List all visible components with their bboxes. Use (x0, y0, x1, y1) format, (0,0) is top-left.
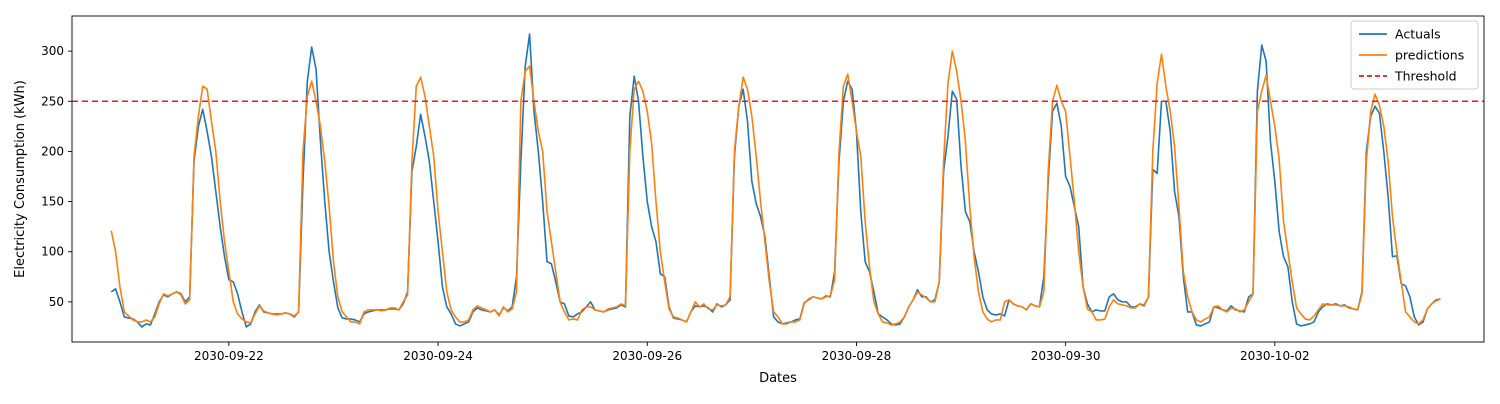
x-tick-label: 2030-09-26 (612, 349, 682, 363)
plot-area (71, 15, 1485, 343)
legend-box (1350, 20, 1479, 90)
x-axis: 2030-09-22 2030-09-24 2030-09-26 2030-09-28… (194, 342, 1310, 363)
legend-label-predictions: predictions (1395, 48, 1464, 63)
legend-label-actuals: Actuals (1395, 27, 1441, 42)
y-tick-label: 300 (41, 44, 64, 58)
x-tick-label: 2030-09-22 (194, 349, 264, 363)
legend-label-threshold: Threshold (1394, 69, 1457, 84)
series-line-predictions (110, 50, 1441, 326)
y-tick-label: 200 (41, 144, 64, 158)
plot-frame (71, 15, 1485, 343)
x-tick-label: 2030-09-30 (1031, 349, 1101, 363)
series-line-actuals (110, 33, 1441, 328)
y-axis-label: Electricity Consumption (kWh) (13, 80, 28, 278)
x-tick-label: 2030-09-28 (822, 349, 892, 363)
y-tick-label: 50 (49, 295, 64, 309)
x-tick-label: 2030-10-02 (1240, 349, 1310, 363)
y-axis: 50 100 150 200 250 300 (41, 44, 72, 309)
x-axis-label: Dates (759, 371, 797, 386)
x-tick-label: 2030-09-24 (403, 349, 473, 363)
legend: Actuals predictions Threshold (1350, 20, 1479, 90)
y-tick-label: 100 (41, 245, 64, 259)
y-tick-label: 250 (41, 94, 64, 108)
y-tick-label: 150 (41, 195, 64, 209)
